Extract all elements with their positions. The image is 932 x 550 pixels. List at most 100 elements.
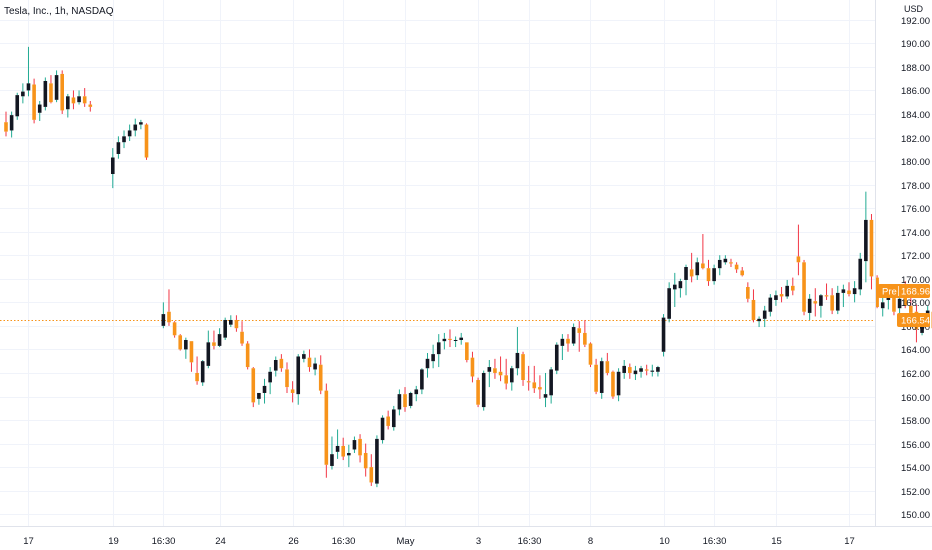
candle-body	[268, 371, 272, 383]
candle-up	[296, 354, 301, 405]
candle-body	[785, 285, 789, 297]
candle-body	[195, 372, 199, 382]
candle-down	[178, 334, 183, 351]
candle-up	[616, 368, 621, 402]
candle-up	[161, 302, 166, 329]
candle-body	[139, 122, 143, 125]
candle-down	[448, 329, 452, 348]
candle-body	[824, 295, 829, 297]
time-axis[interactable]: 17 19 16:30 24 26 16:30 May 3 16:30 8 10 16:30 15 17	[23, 536, 855, 547]
candle-up	[127, 124, 132, 142]
candle-up	[667, 282, 671, 323]
candle-down	[796, 224, 801, 276]
candle-down	[82, 88, 87, 107]
candle-up	[835, 285, 840, 315]
candle-body	[234, 319, 239, 329]
candle-body	[217, 334, 222, 346]
candle-body	[414, 389, 419, 395]
candle-up	[864, 191, 868, 283]
candle-body	[32, 84, 36, 120]
candle-body	[532, 382, 537, 389]
candle-down	[172, 321, 177, 338]
candle-body	[498, 371, 503, 376]
candle-up	[768, 294, 773, 317]
time-tick-label: 16:30	[152, 536, 176, 547]
candle-body	[335, 445, 340, 452]
candle-down	[729, 258, 733, 267]
candle-body	[122, 136, 126, 143]
candle-body	[746, 287, 750, 299]
candle-layer	[4, 46, 932, 488]
currency-label: USD	[904, 4, 924, 14]
candle-down	[285, 362, 289, 393]
candle-up	[633, 365, 638, 381]
candle-body	[869, 219, 874, 277]
time-tick-label: 16:30	[518, 536, 542, 547]
candle-body	[144, 124, 149, 158]
candle-body	[847, 290, 851, 295]
candle-body	[408, 392, 413, 406]
candle-up	[442, 332, 447, 350]
candle-body	[380, 417, 385, 441]
candle-up	[77, 90, 81, 105]
candle-down	[628, 363, 632, 379]
candle-up	[695, 257, 700, 280]
candle-up	[223, 317, 227, 340]
candle-up	[139, 119, 143, 130]
candle-body	[279, 358, 284, 369]
candle-up	[9, 111, 14, 138]
candle-body	[880, 302, 885, 309]
candle-up	[335, 429, 340, 459]
candle-body	[779, 294, 784, 297]
candle-down	[701, 234, 705, 270]
candle-up	[661, 314, 666, 357]
candle-up	[880, 296, 885, 317]
price-tick-label: 178.00	[901, 181, 930, 192]
candle-down	[869, 214, 874, 290]
candle-up	[420, 368, 424, 395]
candle-body	[768, 297, 773, 312]
candle-body	[459, 337, 464, 340]
candle-body	[717, 259, 722, 269]
candle-body	[476, 380, 480, 405]
candle-up	[200, 360, 205, 386]
candle-body	[875, 277, 879, 308]
candle-up	[257, 392, 261, 405]
candle-body	[273, 360, 278, 371]
price-tick-label: 192.00	[901, 16, 930, 27]
candle-body	[672, 284, 677, 290]
candle-body	[549, 369, 553, 396]
candle-body	[729, 262, 733, 264]
candle-body	[26, 83, 31, 91]
candle-up	[459, 332, 464, 345]
candle-down	[824, 283, 829, 300]
candle-body	[21, 91, 25, 97]
candle-body	[172, 322, 177, 336]
candle-up	[481, 370, 486, 411]
candle-body	[66, 96, 70, 110]
candle-down	[279, 354, 284, 372]
last-tag-background	[897, 313, 930, 327]
price-axis[interactable]: 150.00 152.00 154.00 156.00 158.00 160.00 162.…	[901, 16, 930, 521]
candle-down	[318, 355, 323, 395]
candle-down	[791, 277, 795, 296]
candle-body	[526, 381, 531, 383]
candle-up	[717, 255, 722, 276]
candle-up	[66, 93, 70, 118]
candle-body	[740, 270, 745, 276]
candle-body	[470, 357, 475, 377]
pre-tag-background	[878, 284, 930, 299]
time-tick-label: 17	[23, 536, 34, 547]
candle-up	[858, 252, 863, 296]
candle-body	[493, 368, 497, 373]
candle-body	[594, 364, 598, 392]
candle-body	[49, 83, 53, 103]
candle-up	[622, 360, 626, 379]
candle-body	[656, 367, 660, 372]
candle-up	[684, 264, 688, 296]
candle-up	[330, 436, 334, 470]
candle-body	[341, 445, 345, 457]
price-tick-label: 150.00	[901, 510, 930, 521]
candle-body	[695, 262, 700, 276]
